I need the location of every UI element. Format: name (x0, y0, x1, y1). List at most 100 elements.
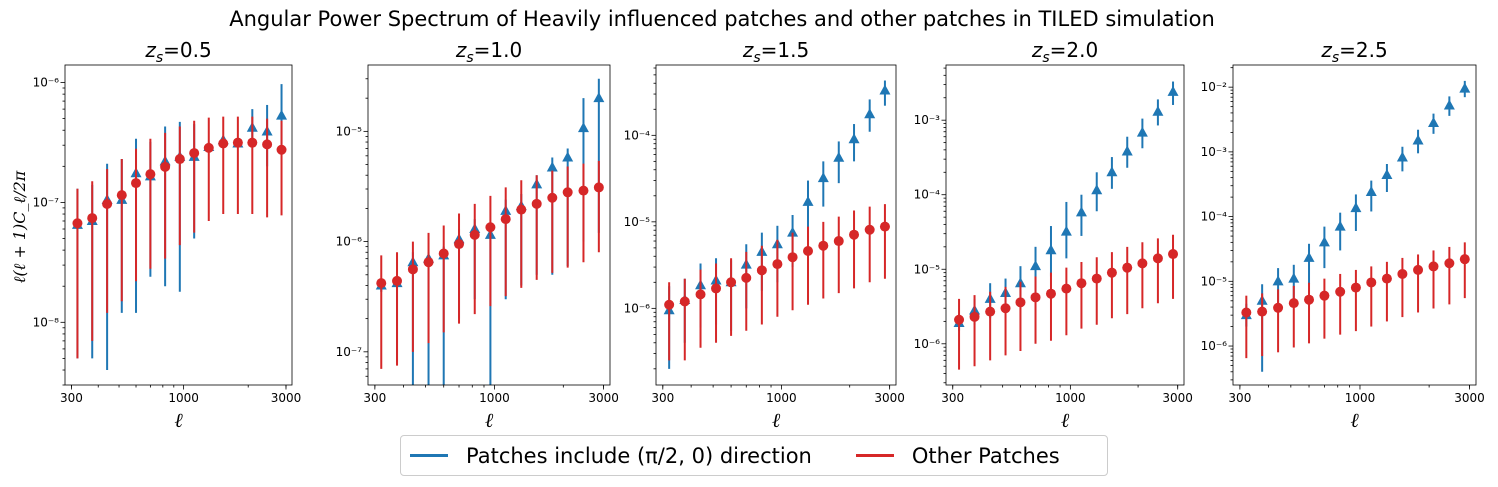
y-tick-label: 10⁻⁴ (914, 188, 941, 202)
data-point (803, 246, 814, 257)
data-point (276, 144, 287, 155)
x-axis-label: ℓ (1350, 408, 1359, 432)
data-point (1137, 258, 1148, 269)
data-point (1381, 168, 1393, 179)
data-point (1443, 99, 1455, 110)
x-axis-label: ℓ (174, 408, 183, 432)
data-point (1459, 82, 1471, 93)
data-point (1272, 275, 1284, 286)
data-point (772, 259, 783, 270)
data-point (833, 236, 844, 247)
x-tick-label: 3000 (874, 391, 905, 405)
legend-swatch-red (855, 454, 894, 457)
x-tick-label: 1000 (479, 391, 510, 405)
data-point (116, 190, 127, 201)
y-tick-label: 10⁻⁵ (624, 215, 651, 229)
series-other-patches (376, 160, 604, 369)
data-point (72, 218, 83, 229)
data-point (787, 226, 799, 237)
data-point (438, 248, 449, 259)
y-axis-label: ℓ(ℓ + 1)C_ℓ/2π (10, 170, 29, 283)
y-tick-label: 10⁻⁶ (33, 76, 60, 90)
data-point (1334, 220, 1346, 231)
data-point (531, 198, 542, 209)
data-point (1303, 251, 1315, 262)
series-other-patches (72, 116, 287, 359)
series-heavy-patches (1240, 80, 1471, 372)
data-point (276, 109, 288, 120)
data-point (203, 142, 214, 153)
x-tick-label: 300 (363, 391, 386, 405)
x-tick-label: 1000 (1345, 391, 1376, 405)
data-point (1106, 166, 1118, 177)
data-point (1045, 288, 1056, 299)
y-tick-label: 10⁻⁶ (914, 337, 941, 351)
panel-3: zs=1.5 300 1000 3000 10⁻⁶ 10⁻⁵ 10⁻⁴ ℓ (624, 38, 905, 432)
data-point (726, 277, 737, 288)
axes-frame (655, 64, 897, 386)
x-tick-label: 300 (60, 391, 83, 405)
data-point (1288, 272, 1300, 283)
y-tick-label: 10⁻² (1201, 80, 1228, 94)
data-point (1076, 278, 1087, 289)
data-point (695, 289, 706, 300)
data-point (174, 154, 185, 165)
data-point (577, 122, 589, 133)
data-point (1413, 264, 1424, 275)
x-tick-label: 1000 (1055, 391, 1086, 405)
data-point (817, 172, 829, 183)
data-point (102, 199, 113, 210)
data-point (1075, 206, 1087, 217)
data-point (787, 252, 798, 263)
data-point (160, 161, 171, 172)
data-point (1168, 249, 1179, 260)
x-tick-label: 1000 (766, 391, 797, 405)
x-axis-label: ℓ (485, 408, 494, 432)
panel-title: zs=2.0 (1031, 38, 1098, 66)
data-point (1412, 134, 1424, 145)
data-point (232, 137, 243, 148)
panel-4: zs=2.0 300 1000 3000 10⁻⁶ 10⁻⁵ 10⁻⁴ 10⁻³ ℓ (914, 38, 1193, 432)
data-point (1121, 145, 1133, 156)
y-tick-label: 10⁻⁶ (1201, 339, 1228, 353)
data-point (1015, 297, 1026, 308)
data-point (516, 204, 527, 215)
data-point (593, 92, 605, 103)
panel-5: zs=2.5 300 1000 3000 10⁻⁶ 10⁻⁵ 10⁻⁴ 10⁻³ 10⁻² ℓ (1201, 38, 1485, 432)
y-tick-label: 10⁻⁵ (1201, 274, 1228, 288)
data-point (1091, 273, 1102, 284)
data-point (969, 311, 980, 322)
data-point (546, 161, 558, 172)
legend-label-heavy-patches: Patches include (π/2, 0) direction (466, 443, 812, 468)
data-point (1381, 273, 1392, 284)
panel-title: zs=1.0 (455, 38, 522, 66)
data-point (262, 139, 273, 150)
data-point (1397, 268, 1408, 279)
y-tick-label: 10⁻⁶ (624, 301, 651, 315)
series-other-patches (664, 204, 890, 361)
data-point (802, 195, 814, 206)
legend-swatch-blue (410, 454, 448, 457)
data-point (1428, 261, 1439, 272)
y-tick-label: 10⁻⁴ (1201, 210, 1228, 224)
y-tick-label: 10⁻⁷ (336, 345, 363, 359)
x-tick-label: 3000 (1454, 391, 1485, 405)
legend-entry-other-patches: Other Patches (855, 444, 1060, 468)
data-point (1241, 307, 1252, 318)
data-point (664, 299, 675, 310)
data-point (756, 265, 767, 276)
axes-frame (64, 64, 293, 386)
data-point (131, 178, 142, 189)
data-point (218, 138, 229, 149)
data-point (1060, 225, 1072, 236)
series-heavy-patches (663, 80, 891, 369)
data-point (679, 296, 690, 307)
data-point (1257, 306, 1268, 317)
panel-2: zs=1.0 300 1000 3000 10⁻⁷ 10⁻⁶ 10⁻⁵ ℓ (336, 38, 619, 432)
data-point (500, 214, 511, 225)
axes-frame (367, 64, 611, 386)
x-tick-label: 3000 (588, 391, 619, 405)
data-point (1136, 126, 1148, 137)
data-point (818, 240, 829, 251)
axes-frame (1232, 64, 1477, 386)
